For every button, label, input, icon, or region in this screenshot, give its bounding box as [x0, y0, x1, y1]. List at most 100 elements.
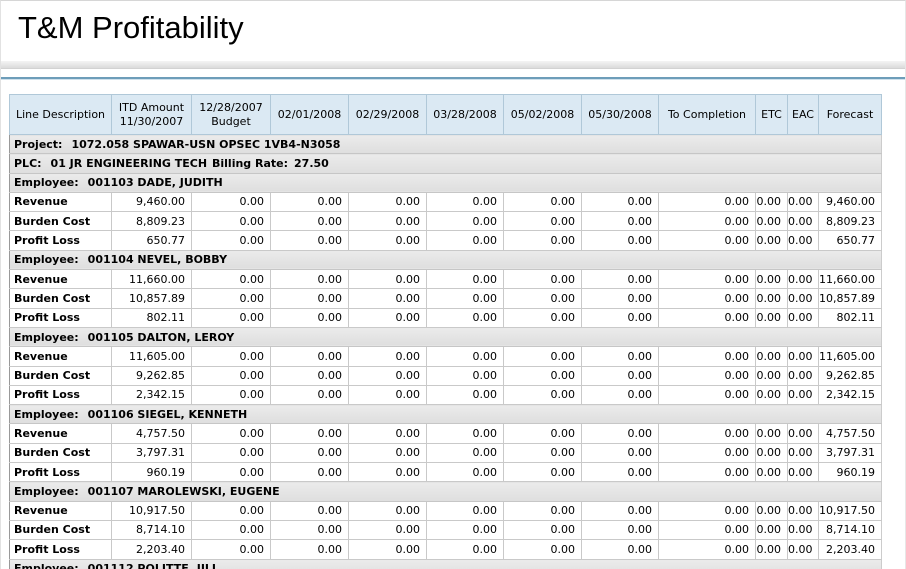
value-cell: 960.19: [818, 462, 882, 483]
value-cell: 0.00: [755, 230, 788, 251]
value-cell: 8,809.23: [111, 211, 192, 232]
employee-group-cell: Employee: 001105 DALTON, LEROY: [9, 326, 882, 348]
value-cell: 0.00: [348, 442, 427, 464]
project-label: Project:: [14, 137, 63, 151]
value-cell: 0.00: [658, 230, 756, 251]
value-cell: 0.00: [348, 346, 427, 367]
value-cell: 0.00: [270, 462, 349, 483]
plc-group-row: PLC: 01 JR ENGINEERING TECH Billing Rate:…: [9, 153, 882, 174]
value-cell: 0.00: [191, 500, 271, 521]
value-cell: 802.11: [818, 307, 882, 328]
employee-id-name: 001104 NEVEL, BOBBY: [87, 253, 228, 267]
billing-rate: Billing Rate: 27.50: [212, 155, 329, 172]
value-cell: 0.00: [755, 539, 788, 560]
line-description-cell: Profit Loss: [9, 230, 112, 251]
value-cell: 0.00: [270, 230, 349, 251]
value-cell: 0.00: [426, 307, 504, 328]
value-cell: 0.00: [658, 539, 756, 560]
employee-group-cell: Employee: 001107 MAROLEWSKI, EUGENE: [9, 481, 882, 502]
value-cell: 0.00: [658, 346, 756, 367]
value-cell: 0.00: [503, 423, 582, 444]
value-cell: 960.19: [111, 462, 192, 483]
billing-rate-label: Billing Rate:: [212, 156, 289, 170]
value-cell: 0.00: [426, 288, 504, 309]
data-row: Profit Loss 650.77 0.00 0.00 0.00 0.00 0.00 0.0…: [9, 230, 882, 251]
value-cell: 0.00: [658, 442, 756, 464]
table-body: Project: 1072.058 SPAWAR-USN OPSEC 1VB4-N…: [9, 133, 882, 569]
value-cell: 0.00: [581, 288, 659, 309]
value-cell: 0.00: [503, 500, 582, 521]
line-description-cell: Revenue: [9, 346, 112, 367]
column-header-etc: ETC: [755, 94, 788, 135]
value-cell: 0.00: [787, 365, 819, 386]
employee-group-cell: Employee: 001106 SIEGEL, KENNETH: [9, 404, 882, 425]
data-row: Revenue 9,460.00 0.00 0.00 0.00 0.00 0.00 0.00 0…: [9, 191, 882, 213]
value-cell: 0.00: [503, 462, 582, 483]
employee-id-name: 001107 MAROLEWSKI, EUGENE: [87, 484, 280, 498]
value-cell: 0.00: [270, 346, 349, 367]
value-cell: 0.00: [787, 307, 819, 328]
value-cell: 10,857.89: [818, 288, 882, 309]
value-cell: 0.00: [270, 269, 349, 290]
profitability-table: Line Description ITD Amount 11/30/2007 1…: [9, 94, 882, 569]
billing-rate-value: 27.50: [294, 156, 329, 170]
value-cell: 0.00: [348, 288, 427, 309]
value-cell: 4,757.50: [111, 423, 192, 444]
value-cell: 802.11: [111, 307, 192, 328]
line-description-cell: Profit Loss: [9, 307, 112, 328]
data-row: Burden Cost 8,809.23 0.00 0.00 0.00 0.00 0.00 0…: [9, 211, 882, 232]
value-cell: 0.00: [348, 365, 427, 386]
value-cell: 0.00: [581, 269, 659, 290]
project-group-cell: Project: 1072.058 SPAWAR-USN OPSEC 1VB4-N…: [9, 133, 882, 155]
value-cell: 0.00: [787, 346, 819, 367]
title-divider: [1, 61, 905, 69]
value-cell: 0.00: [755, 307, 788, 328]
value-cell: 0.00: [270, 365, 349, 386]
employee-group-cell: Employee: 001104 NEVEL, BOBBY: [9, 249, 882, 271]
data-row: Revenue 10,917.50 0.00 0.00 0.00 0.00 0.00 0.00…: [9, 500, 882, 521]
data-row: Profit Loss 802.11 0.00 0.00 0.00 0.00 0.00 0.0…: [9, 307, 882, 328]
value-cell: 0.00: [426, 269, 504, 290]
employee-label: Employee:: [14, 253, 79, 267]
value-cell: 0.00: [658, 191, 756, 213]
value-cell: 0.00: [191, 307, 271, 328]
column-header-period-3: 03/28/2008: [426, 94, 504, 135]
value-cell: 0.00: [658, 423, 756, 444]
value-cell: 0.00: [426, 539, 504, 560]
value-cell: 0.00: [503, 384, 582, 406]
line-description-cell: Profit Loss: [9, 539, 112, 560]
value-cell: 0.00: [503, 442, 582, 464]
column-header-itd-amount: ITD Amount 11/30/2007: [111, 94, 192, 135]
value-cell: 8,714.10: [111, 519, 192, 541]
value-cell: 0.00: [503, 211, 582, 232]
value-cell: 0.00: [503, 230, 582, 251]
line-description-cell: Burden Cost: [9, 365, 112, 386]
line-description-cell: Burden Cost: [9, 288, 112, 309]
value-cell: 650.77: [111, 230, 192, 251]
value-cell: 0.00: [348, 384, 427, 406]
value-cell: 0.00: [270, 519, 349, 541]
value-cell: 4,757.50: [818, 423, 882, 444]
value-cell: 0.00: [191, 384, 271, 406]
value-cell: 0.00: [348, 230, 427, 251]
project-group-row: Project: 1072.058 SPAWAR-USN OPSEC 1VB4-N…: [9, 133, 882, 155]
value-cell: 2,342.15: [111, 384, 192, 406]
data-row: Revenue 11,605.00 0.00 0.00 0.00 0.00 0.00 0.00…: [9, 346, 882, 367]
value-cell: 0.00: [270, 191, 349, 213]
line-description-cell: Revenue: [9, 500, 112, 521]
value-cell: 11,605.00: [818, 346, 882, 367]
value-cell: 0.00: [787, 423, 819, 444]
value-cell: 0.00: [755, 346, 788, 367]
employee-label: Employee:: [14, 330, 79, 344]
employee-group-cell: Employee: 001103 DADE, JUDITH: [9, 172, 882, 193]
value-cell: 0.00: [270, 288, 349, 309]
employee-group-row: Employee: 001103 DADE, JUDITH: [9, 172, 882, 193]
value-cell: 0.00: [755, 500, 788, 521]
value-cell: 0.00: [191, 191, 271, 213]
data-row: Burden Cost 3,797.31 0.00 0.00 0.00 0.00 0.00 0…: [9, 442, 882, 464]
value-cell: 0.00: [581, 462, 659, 483]
value-cell: 8,714.10: [818, 519, 882, 541]
value-cell: 0.00: [658, 500, 756, 521]
data-row: Profit Loss 960.19 0.00 0.00 0.00 0.00 0.00 0.0…: [9, 462, 882, 483]
employee-group-row: Employee: 001104 NEVEL, BOBBY: [9, 249, 882, 271]
